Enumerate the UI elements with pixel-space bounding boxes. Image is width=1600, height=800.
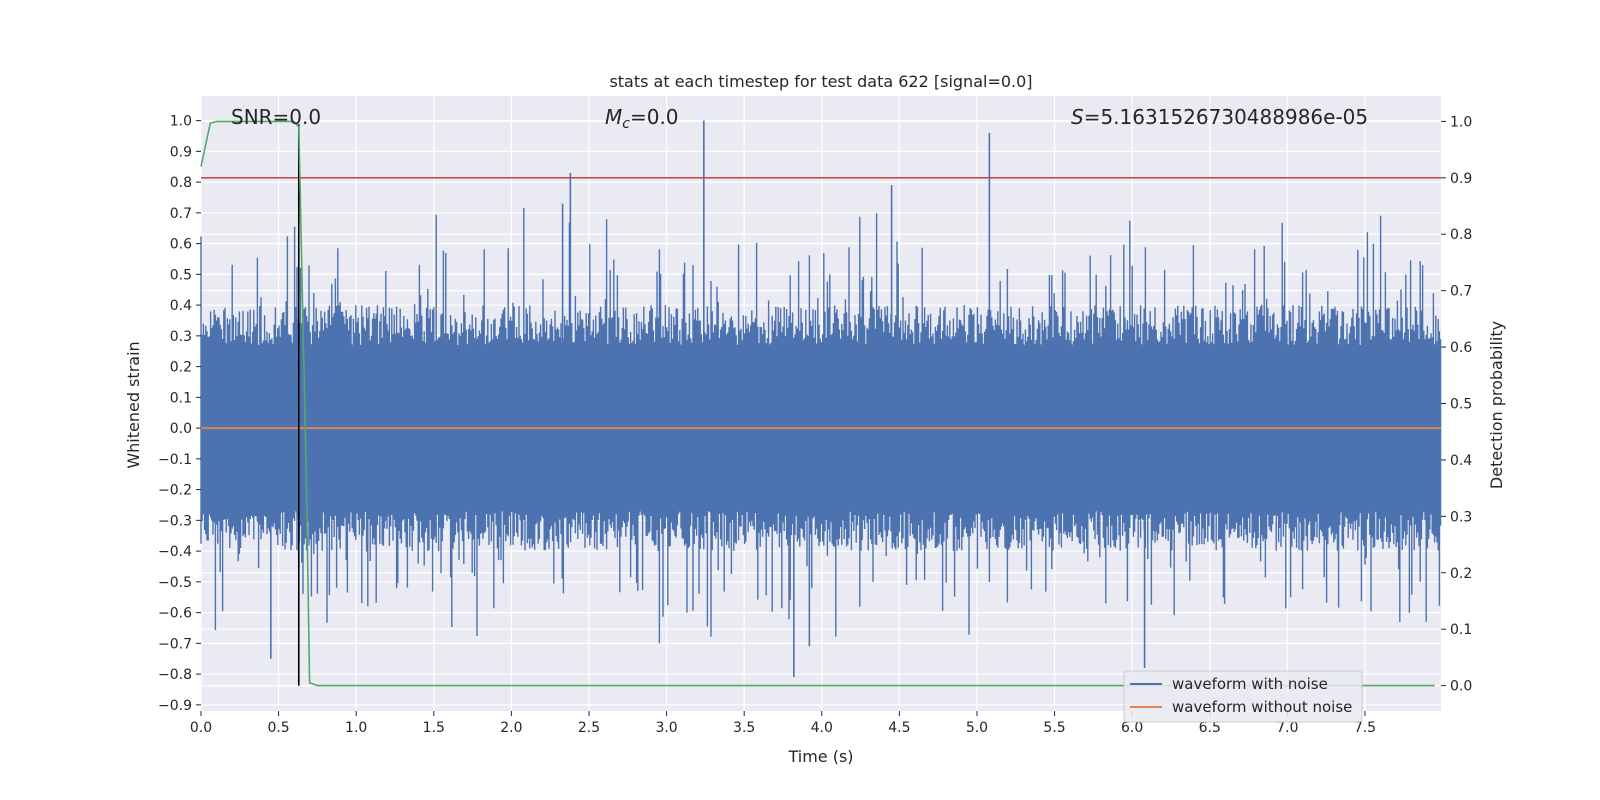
y-tick-label: 0.3 (170, 329, 192, 345)
y2-tick-label: 0.4 (1450, 453, 1472, 469)
y-tick-label: 0.6 (170, 237, 192, 253)
y-tick-label: 0.1 (170, 390, 192, 406)
snr-stat-annotation: S=5.1631526730488986e-05 (1071, 105, 1368, 129)
y2-axis-ticks: 1.0 0.9 0.8 0.7 0.6 0.5 0.4 0.3 0.2 0.1 0.0 (1441, 114, 1472, 695)
x-tick-label: 0.0 (190, 720, 212, 736)
legend-box (1123, 670, 1363, 723)
y2-tick-label: 0.9 (1450, 171, 1472, 187)
x-tick-label: 2.5 (578, 720, 600, 736)
y-tick-label: −0.4 (158, 544, 192, 560)
x-tick-label: 0.5 (267, 720, 289, 736)
y2-tick-label: 0.0 (1450, 679, 1472, 695)
legend-label-clean: waveform without noise (1172, 698, 1352, 716)
y2-tick-label: 0.1 (1450, 622, 1472, 638)
legend-label-noise: waveform with noise (1172, 675, 1328, 693)
x-tick-label: 4.0 (811, 720, 833, 736)
x-axis-ticks: 0.0 0.5 1.0 1.5 2.0 2.5 3.0 3.5 4.0 4.5 5.0 5.5 6.0 6… (190, 711, 1376, 736)
x-tick-label: 1.0 (345, 720, 367, 736)
y-tick-label: 0.7 (170, 206, 192, 222)
noise-waveform-path (200, 207, 1442, 644)
y-tick-label: 1.0 (170, 114, 192, 130)
legend: waveform with noise waveform without noi… (1123, 670, 1363, 723)
y2-tick-label: 0.8 (1450, 227, 1472, 243)
x-axis-label: Time (s) (787, 747, 853, 766)
y-tick-label: 0.5 (170, 267, 192, 283)
y2-tick-label: 0.7 (1450, 284, 1472, 300)
y-tick-label: 0.0 (170, 421, 192, 437)
x-tick-label: 6.0 (1121, 720, 1143, 736)
y-axis-label: Whitened strain (124, 341, 143, 468)
y-tick-label: −0.3 (158, 513, 192, 529)
y-tick-label: −0.5 (158, 575, 192, 591)
detection-probability-line (200, 120, 1435, 687)
x-tick-label: 5.0 (966, 720, 988, 736)
y2-tick-label: 0.5 (1450, 397, 1472, 413)
y-axis-ticks: 1.0 0.9 0.8 0.7 0.6 0.5 0.4 0.3 0.2 0.1 0.0 −0.1 −0.… (158, 114, 201, 714)
snr-annotation: SNR=0.0 (231, 105, 321, 129)
y-tick-label: −0.6 (158, 606, 192, 622)
y-tick-label: −0.7 (158, 636, 192, 652)
x-tick-label: 3.5 (733, 720, 755, 736)
x-tick-label: 7.0 (1276, 720, 1298, 736)
y2-tick-label: 0.2 (1450, 566, 1472, 582)
y-tick-label: −0.1 (158, 452, 192, 468)
y2-tick-label: 0.3 (1450, 509, 1472, 525)
y-tick-label: −0.2 (158, 483, 192, 499)
y2-axis-label: Detection probability (1487, 321, 1506, 489)
y-tick-label: 0.8 (170, 175, 192, 191)
y-tick-label: 0.2 (170, 360, 192, 376)
chirp-mass-annotation: Mc=0.0 (605, 105, 679, 132)
chart-title: stats at each timestep for test data 622… (609, 72, 1032, 91)
overlays (200, 120, 1441, 687)
y-tick-label: −0.9 (158, 698, 192, 714)
y-tick-label: −0.8 (158, 667, 192, 683)
x-tick-label: 3.0 (655, 720, 677, 736)
x-tick-label: 7.5 (1354, 720, 1376, 736)
x-tick-label: 1.5 (423, 720, 445, 736)
y-tick-label: 0.9 (170, 144, 192, 160)
y-tick-label: 0.4 (170, 298, 192, 314)
x-tick-label: 6.5 (1199, 720, 1221, 736)
x-tick-label: 5.5 (1043, 720, 1065, 736)
y2-tick-label: 0.6 (1450, 340, 1472, 356)
y2-tick-label: 1.0 (1450, 114, 1472, 130)
x-tick-label: 2.0 (500, 720, 522, 736)
x-tick-label: 4.5 (888, 720, 910, 736)
